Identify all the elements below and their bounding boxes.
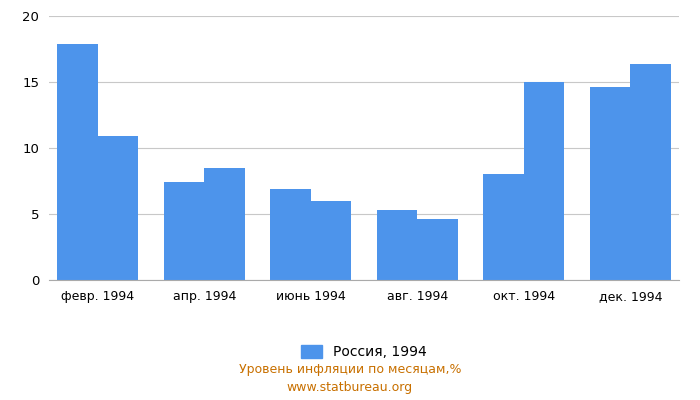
Bar: [417, 219, 458, 280]
Text: www.statbureau.org: www.statbureau.org: [287, 381, 413, 394]
Bar: [483, 174, 524, 280]
Text: Уровень инфляции по месяцам,%: Уровень инфляции по месяцам,%: [239, 364, 461, 376]
Bar: [589, 87, 630, 280]
Bar: [311, 201, 351, 280]
Bar: [204, 168, 245, 280]
Bar: [98, 136, 139, 280]
Legend: Россия, 1994: Россия, 1994: [295, 340, 433, 365]
Bar: [270, 189, 311, 280]
Bar: [630, 64, 671, 280]
Bar: [57, 44, 98, 280]
Bar: [524, 82, 564, 280]
Bar: [377, 210, 417, 280]
Bar: [164, 182, 204, 280]
